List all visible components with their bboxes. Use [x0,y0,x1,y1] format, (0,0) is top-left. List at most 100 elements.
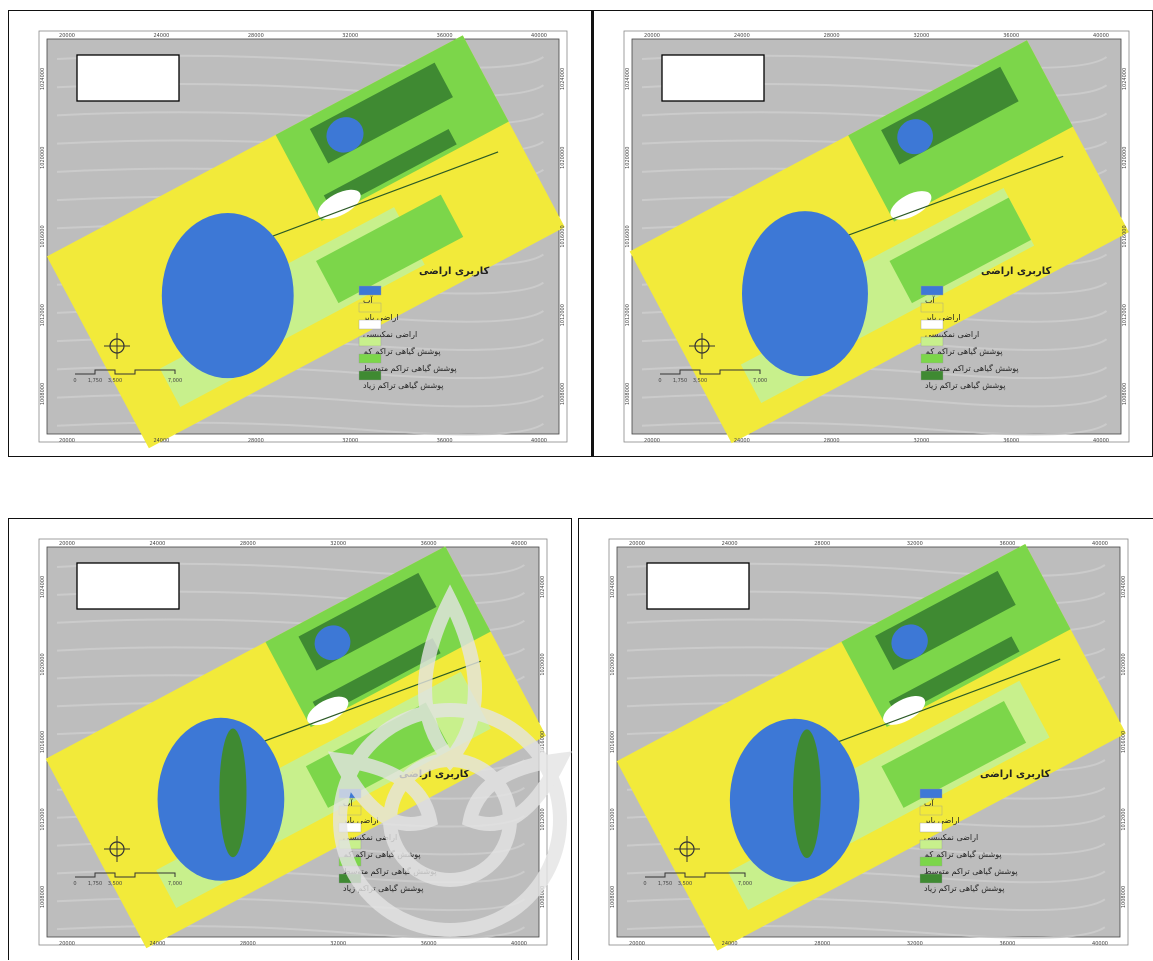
legend-label: پوشش گیاهی تراکم زیاد [924,883,1005,893]
study-area [46,35,565,449]
map-label-box [76,562,180,610]
legend-label: اراضی بایر [923,816,960,825]
bottom-tick-label: 24000 [153,438,169,444]
legend-title: کاربری اراضی [980,769,1051,780]
veg-medium-patch [316,194,464,304]
scale-label: 1,750 [658,881,672,887]
bottom-tick-label: 32000 [342,438,358,444]
legend-swatch [919,856,943,867]
bottom-tick-label: 20000 [629,941,645,947]
legend-swatch [919,788,943,799]
right-tick-label: 1012000 [540,808,546,830]
bottom-tick-label: 28000 [814,941,830,947]
top-tick-label: 20000 [59,541,75,547]
top-tick-label: 32000 [913,33,929,39]
right-tick-label: 1020000 [540,653,546,675]
left-tick-label: 1024000 [610,576,616,598]
left-tick-label: 1020000 [610,653,616,675]
scale-bar [660,369,761,375]
map-label-box [646,562,750,610]
scale-label: 3,500 [108,881,122,887]
bottom-tick-label: 28000 [248,438,264,444]
legend-label: پوشش گیاهی تراکم زیاد [925,380,1006,390]
salt-land-patch [883,696,926,725]
top-tick-label: 32000 [342,33,358,39]
legend-swatch [919,873,943,884]
scale-label: 7,000 [168,881,182,887]
right-tick-label: 1020000 [1121,653,1127,675]
legend-swatch [920,370,944,381]
legend-swatch [919,805,943,816]
legend-label: اراضی بایر [362,313,399,322]
lake [741,211,868,377]
bottom-tick-label: 36000 [999,941,1015,947]
scale-label: 0 [73,378,76,384]
lake [161,213,294,379]
left-tick-label: 1016000 [40,731,46,753]
legend-swatch [358,302,382,313]
legend-swatch [358,285,382,296]
top-tick-label: 36000 [999,541,1015,547]
right-tick-label: 1016000 [560,225,566,247]
bottom-tick-label: 36000 [1003,438,1019,444]
bottom-tick-label: 40000 [531,438,547,444]
bottom-tick-label: 32000 [907,941,923,947]
veg-medium-patch [889,197,1032,304]
legend-title: کاربری اراضی [419,266,490,277]
left-tick-label: 1008000 [40,886,46,908]
legend-swatch [338,873,362,884]
water-pond [897,119,933,155]
veg-medium-patch [881,701,1027,808]
legend-swatch [919,822,943,833]
map-label-box [76,54,180,102]
legend-swatch [338,839,362,850]
bottom-tick-label: 36000 [437,438,453,444]
legend-label: پوشش گیاهی تراکم متوسط [925,363,1019,373]
right-tick-label: 1012000 [560,304,566,326]
legend-label: آب [363,295,374,305]
scale-label: 3,500 [693,378,707,384]
map-panel-3: 20000 20000 24000 24000 28000 28000 32000 32000… [8,518,572,960]
bottom-tick-label: 20000 [644,438,660,444]
bottom-tick-label: 24000 [734,438,750,444]
water-pond [891,624,928,660]
left-tick-label: 1020000 [40,147,46,169]
right-tick-label: 1012000 [1121,808,1127,830]
right-tick-label: 1016000 [540,731,546,753]
right-tick-label: 1008000 [1122,383,1128,405]
left-tick-label: 1012000 [625,304,631,326]
bottom-tick-label: 36000 [421,941,437,947]
legend-label: پوشش گیاهی تراکم متوسط [363,363,457,373]
right-tick-label: 1016000 [1121,731,1127,753]
veg-dense-strip [312,638,441,718]
veg-dense-strip [888,636,1020,717]
top-tick-label: 32000 [330,541,346,547]
scale-bar [75,369,176,375]
bottom-tick-label: 32000 [330,941,346,947]
lake-vegetation [793,729,821,859]
legend-label: پوشش گیاهی تراکم کم [925,346,1003,356]
top-tick-label: 20000 [59,33,75,39]
scale-label: 0 [73,881,76,887]
right-tick-label: 1024000 [1122,68,1128,90]
left-tick-label: 1016000 [40,225,46,247]
legend-label: پوشش گیاهی تراکم کم [924,849,1002,859]
legend-title: کاربری اراضی [981,266,1052,277]
salt-land-patch [890,191,932,220]
legend-swatch [920,319,944,330]
legend-swatch [920,336,944,347]
right-tick-label: 1016000 [1122,225,1128,247]
veg-dense-strip [323,128,457,211]
right-tick-label: 1008000 [560,383,566,405]
scale-label: 7,000 [738,881,752,887]
legend-label: اراضی نمکپیسی [925,330,979,339]
scale-label: 0 [658,378,661,384]
right-tick-label: 1024000 [1121,576,1127,598]
right-tick-label: 1020000 [1122,147,1128,169]
top-tick-label: 24000 [722,541,738,547]
top-tick-label: 40000 [1093,33,1109,39]
right-tick-label: 1024000 [560,68,566,90]
bottom-tick-label: 32000 [913,438,929,444]
scale-bar [75,872,176,878]
right-tick-label: 1020000 [560,147,566,169]
